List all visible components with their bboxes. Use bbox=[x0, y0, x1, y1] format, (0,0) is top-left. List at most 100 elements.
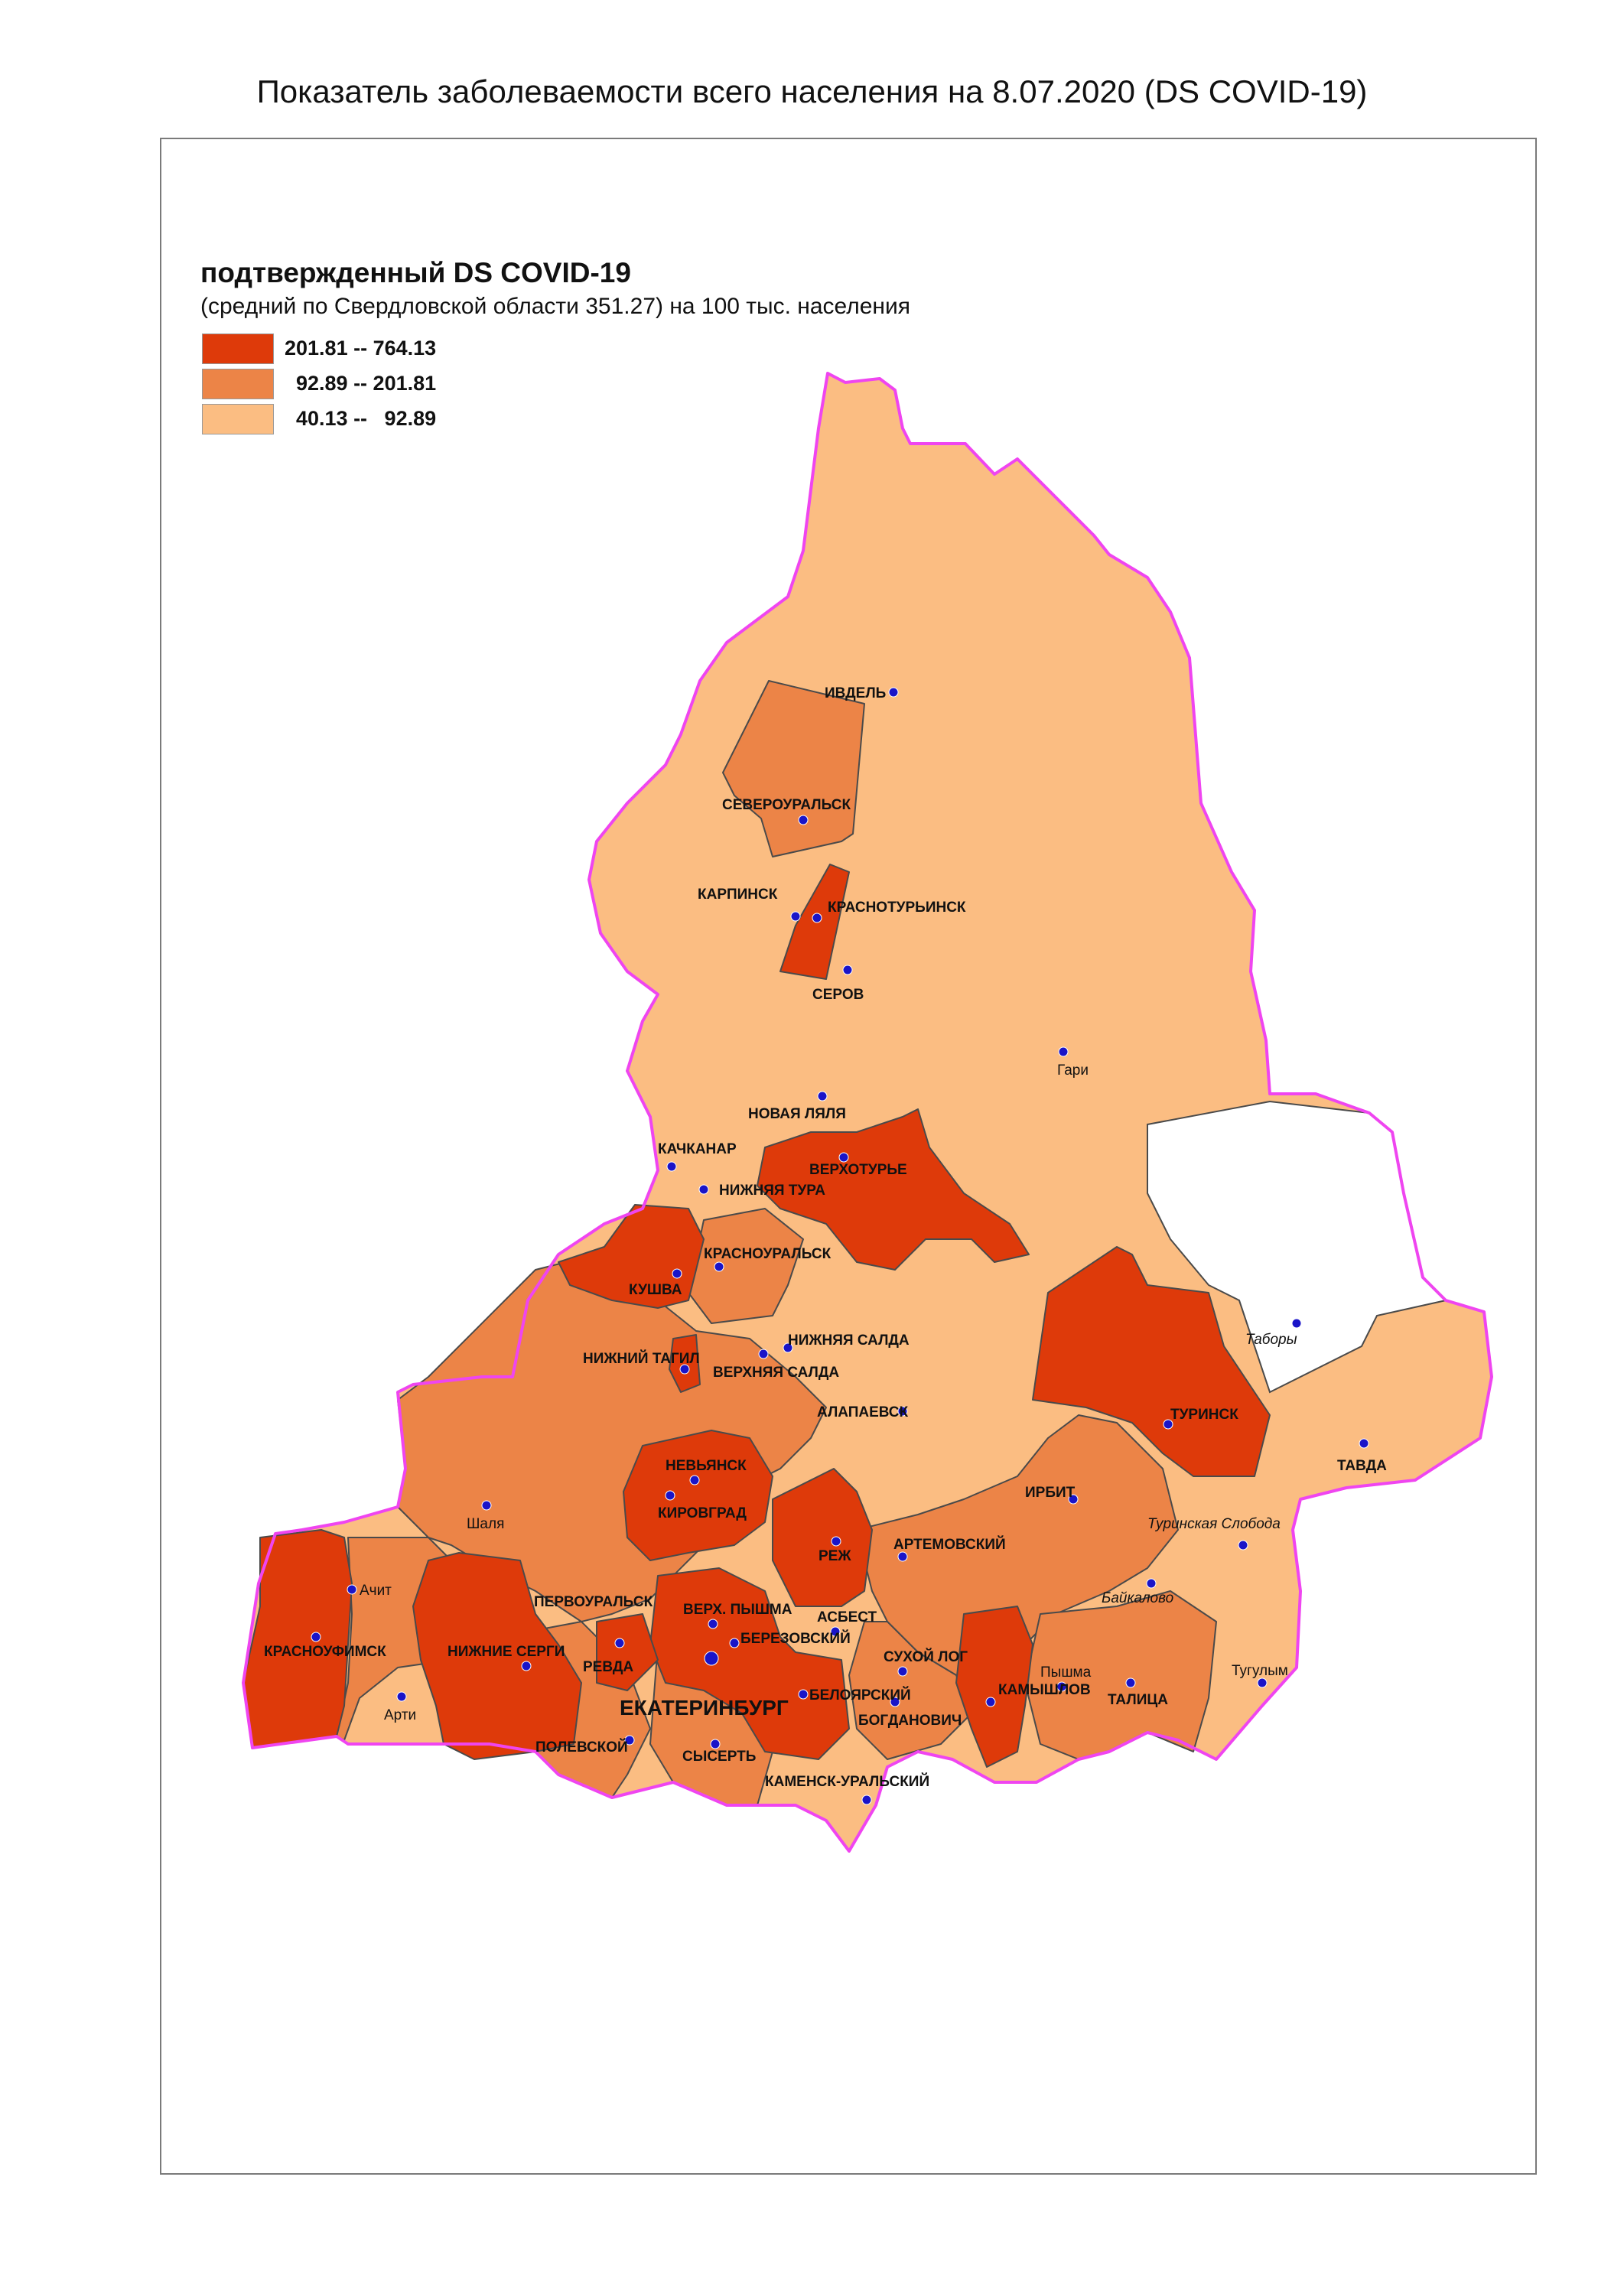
city-marker-krasnoufimsk bbox=[311, 1632, 321, 1642]
district-kamyshlov bbox=[955, 1606, 1033, 1768]
district-kushva bbox=[558, 1204, 705, 1309]
region-border bbox=[242, 372, 1493, 1853]
map-frame bbox=[160, 138, 1537, 2175]
city-marker-kirovgrad bbox=[665, 1490, 675, 1501]
city-label-verkhoturye: ВЕРХОТУРЬЕ bbox=[809, 1162, 907, 1178]
city-marker-kamyshlov bbox=[985, 1697, 996, 1707]
city-marker-polevskoy bbox=[624, 1735, 635, 1746]
city-marker-pyshma bbox=[1056, 1681, 1067, 1692]
city-label-gari: Гари bbox=[1057, 1062, 1089, 1079]
city-label-nevyansk: НЕВЬЯНСК bbox=[666, 1458, 747, 1474]
city-marker-turinskaya-sloboda bbox=[1238, 1540, 1248, 1550]
city-label-severouralsk: СЕВЕРОУРАЛЬСК bbox=[722, 797, 851, 813]
map-title: Показатель заболеваемости всего населени… bbox=[256, 73, 1368, 109]
city-label-serov: СЕРОВ bbox=[812, 987, 864, 1003]
legend-title: подтвержденный DS COVID-19 bbox=[200, 257, 631, 288]
city-label-turinsk: ТУРИНСК bbox=[1170, 1407, 1238, 1423]
city-marker-kachkanar bbox=[666, 1161, 677, 1172]
city-marker-nizhniy-tagil bbox=[679, 1364, 690, 1375]
city-marker-ekaterinburg bbox=[704, 1651, 719, 1666]
district-verkhoturye bbox=[757, 1108, 1030, 1271]
city-label-baikalovo: Байкалово bbox=[1102, 1590, 1173, 1606]
city-marker-rezh bbox=[831, 1536, 841, 1547]
district-krasnouralsk bbox=[688, 1208, 804, 1324]
district-ekaterinburg bbox=[649, 1567, 850, 1760]
legend-label-high: 201.81 -- 764.13 bbox=[285, 337, 437, 360]
city-label-kachkanar: КАЧКАНАР bbox=[658, 1141, 737, 1157]
city-marker-achit bbox=[347, 1584, 357, 1595]
city-marker-irbit bbox=[1068, 1494, 1079, 1505]
district-severouralsk bbox=[722, 680, 865, 857]
city-label-artemovsky: АРТЕМОВСКИЙ bbox=[893, 1536, 1006, 1553]
city-label-nizhnyaya-tura: НИЖНЯЯ ТУРА bbox=[719, 1183, 825, 1199]
city-marker-serov bbox=[842, 965, 853, 975]
city-label-shalya: Шаля bbox=[467, 1516, 504, 1532]
city-label-verkhnyaya-salda: ВЕРХНЯЯ САЛДА bbox=[713, 1365, 839, 1381]
city-label-asbest: АСБЕСТ bbox=[817, 1609, 877, 1625]
city-marker-talitsa bbox=[1125, 1677, 1136, 1688]
city-label-tabory: Таборы bbox=[1245, 1332, 1297, 1348]
city-label-talitsa: ТАЛИЦА bbox=[1108, 1692, 1168, 1708]
city-marker-nevyansk bbox=[689, 1475, 700, 1485]
city-label-revda: РЕВДА bbox=[583, 1659, 633, 1675]
city-marker-sukhoy-log bbox=[897, 1666, 908, 1677]
district-rezh bbox=[772, 1468, 873, 1607]
city-marker-verkh-pyshma bbox=[708, 1619, 718, 1629]
city-label-turinskaya-sloboda: Туринская Слобода bbox=[1147, 1516, 1281, 1532]
city-marker-gari bbox=[1058, 1046, 1069, 1057]
district-krasnoufimsk bbox=[242, 1529, 353, 1749]
district-talitsa bbox=[1024, 1590, 1217, 1760]
city-label-sysert: СЫСЕРТЬ bbox=[682, 1749, 756, 1765]
city-label-kushva: КУШВА bbox=[629, 1282, 682, 1298]
city-label-bogdanovich: БОГДАНОВИЧ bbox=[858, 1713, 962, 1729]
city-marker-nizhnyaya-salda bbox=[783, 1342, 793, 1353]
city-marker-tugulym bbox=[1257, 1677, 1268, 1688]
city-marker-artemovsky bbox=[897, 1551, 908, 1562]
district-bogdanovich bbox=[848, 1621, 972, 1760]
city-marker-nizhnie-sergi bbox=[521, 1661, 532, 1671]
city-label-kirovgrad: КИРОВГРАД bbox=[658, 1505, 747, 1521]
city-marker-tabory bbox=[1291, 1318, 1302, 1329]
city-marker-baikalovo bbox=[1146, 1578, 1157, 1589]
city-label-berezovsky: БЕРЕЗОВСКИЙ bbox=[740, 1630, 851, 1647]
city-label-novaya-lyalya: НОВАЯ ЛЯЛЯ bbox=[748, 1106, 846, 1122]
city-marker-severouralsk bbox=[798, 815, 809, 825]
city-label-verkh-pyshma: ВЕРХ. ПЫШМА bbox=[683, 1602, 792, 1618]
city-label-kamyshlov: КАМЫШЛОВ bbox=[998, 1682, 1091, 1698]
legend-subtitle: (средний по Свердловской области 351.27)… bbox=[200, 294, 910, 319]
city-label-nizhnie-sergi: НИЖНИЕ СЕРГИ bbox=[447, 1644, 565, 1660]
city-label-krasnoturinsk: КРАСНОТУРЬИНСК bbox=[828, 900, 966, 916]
city-marker-kamensk-uralsky bbox=[861, 1795, 872, 1805]
city-label-rezh: РЕЖ bbox=[819, 1548, 851, 1564]
city-marker-alapaevsk bbox=[897, 1406, 908, 1417]
city-label-tugulym: Тугулым bbox=[1232, 1663, 1288, 1679]
district-revda bbox=[596, 1613, 659, 1691]
city-marker-krasnouralsk bbox=[714, 1261, 724, 1272]
city-marker-turinsk bbox=[1163, 1419, 1173, 1430]
district-nizhniy-tagil-city bbox=[669, 1334, 701, 1393]
city-label-ekaterinburg: ЕКАТЕРИНБУРГ bbox=[620, 1696, 789, 1720]
city-label-tavda: ТАВДА bbox=[1337, 1458, 1387, 1474]
city-label-nizhniy-tagil: НИЖНИЙ ТАГИЛ bbox=[583, 1350, 700, 1367]
city-marker-bogdanovich bbox=[890, 1697, 900, 1707]
city-marker-kushva bbox=[672, 1268, 682, 1279]
city-marker-karpinsk bbox=[790, 911, 801, 922]
city-marker-sysert bbox=[710, 1739, 721, 1749]
city-marker-krasnoturinsk bbox=[812, 913, 822, 923]
legend-label-low: 40.13 -- 92.89 bbox=[285, 407, 437, 430]
city-marker-asbest bbox=[830, 1626, 841, 1637]
city-label-nizhnyaya-salda: НИЖНЯЯ САЛДА bbox=[788, 1332, 910, 1349]
district-nizhnie-sergi bbox=[412, 1552, 582, 1760]
city-label-pervouralsk: ПЕРВОУРАЛЬСК bbox=[534, 1594, 653, 1610]
city-label-krasnoufimsk: КРАСНОУФИМСК bbox=[264, 1644, 386, 1660]
city-label-polevskoy: ПОЛЕВСКОЙ bbox=[535, 1739, 628, 1755]
city-label-kamensk-uralsky: КАМЕНСК-УРАЛЬСКИЙ bbox=[765, 1773, 929, 1790]
city-marker-arti bbox=[396, 1691, 407, 1702]
city-marker-novaya-lyalya bbox=[817, 1091, 828, 1101]
district-turinsk bbox=[1032, 1246, 1271, 1477]
city-marker-beloyarsky bbox=[798, 1689, 809, 1700]
district-nevyansk-kirovgrad bbox=[623, 1430, 773, 1561]
city-label-krasnouralsk: КРАСНОУРАЛЬСК bbox=[704, 1246, 832, 1262]
city-label-irbit: ИРБИТ bbox=[1025, 1485, 1076, 1501]
